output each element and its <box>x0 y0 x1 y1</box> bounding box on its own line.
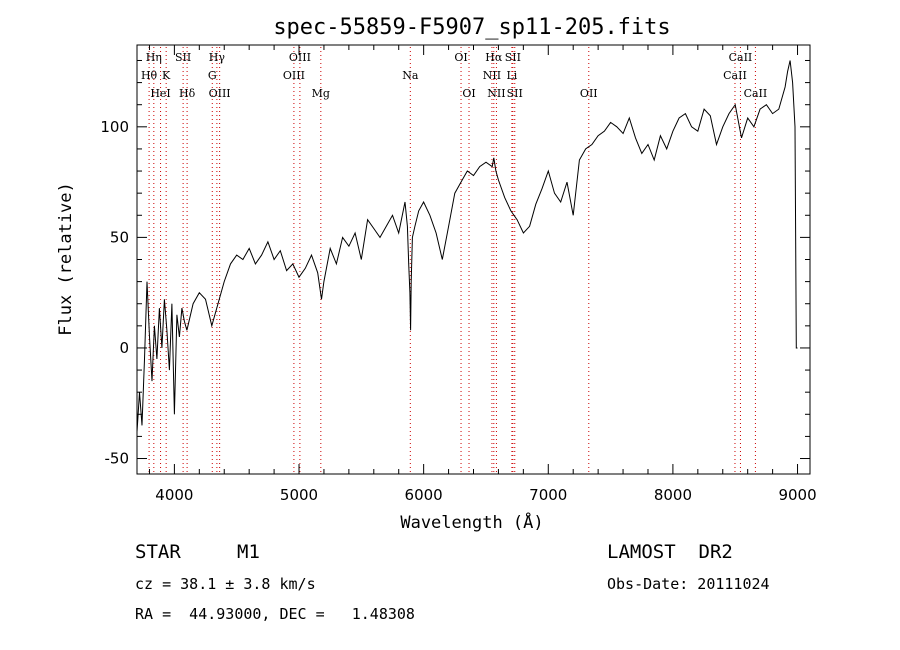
x-tick-label: 9000 <box>778 486 816 504</box>
x-tick-label: 6000 <box>405 486 443 504</box>
line-label-17: NII <box>483 69 501 82</box>
line-label-19: NII <box>487 87 505 100</box>
line-label-18: Li <box>506 69 517 82</box>
axis-tick-labels: 4000 5000 6000 7000 8000 9000 -50 0 50 100 <box>100 118 816 504</box>
line-label-16: SII <box>505 51 521 64</box>
y-tick-label: 100 <box>100 118 129 136</box>
line-label-9: OIII <box>289 51 311 64</box>
survey-name: LAMOST DR2 <box>607 541 733 563</box>
line-label-5: Hδ <box>179 87 196 100</box>
y-tick-label: 50 <box>110 228 129 246</box>
line-label-21: OII <box>580 87 598 100</box>
x-tick-label: 5000 <box>280 486 318 504</box>
obs-date-text: Obs-Date: 20111024 <box>607 575 770 593</box>
object-class: STAR <box>135 541 181 563</box>
line-label-8: OIII <box>209 87 231 100</box>
x-axis-label: Wavelength (Å) <box>400 511 543 533</box>
line-label-7: G <box>208 69 217 82</box>
y-tick-label: 0 <box>119 339 129 357</box>
line-label-10: OIII <box>283 69 305 82</box>
y-axis-label: Flux (relative) <box>56 182 76 336</box>
line-label-12: Na <box>402 69 419 82</box>
line-label-1: Hθ <box>141 69 158 82</box>
line-label-0: Hη <box>146 51 162 64</box>
chart-title: spec-55859-F5907_sp11-205.fits <box>273 15 670 40</box>
line-label-14: OI <box>462 87 475 100</box>
axis-ticks <box>137 45 810 474</box>
x-tick-label: 8000 <box>654 486 692 504</box>
line-label-3: HeI <box>150 87 170 100</box>
object-subclass: M1 <box>237 541 260 563</box>
emission-line-markers <box>148 47 756 474</box>
x-tick-label: 7000 <box>529 486 567 504</box>
redshift-text: cz = 38.1 ± 3.8 km/s <box>135 575 316 593</box>
y-tick-label: -50 <box>105 450 130 468</box>
line-label-24: CaII <box>744 87 768 100</box>
x-tick-label: 4000 <box>155 486 193 504</box>
line-label-4: SII <box>175 51 191 64</box>
spectrum-line <box>136 60 798 433</box>
line-label-6: Hγ <box>209 51 226 64</box>
line-label-22: CaII <box>729 51 753 64</box>
line-label-13: OI <box>454 51 467 64</box>
coordinates-text: RA = 44.93000, DEC = 1.48308 <box>135 605 415 623</box>
line-label-23: CaII <box>723 69 747 82</box>
line-label-2: K <box>162 69 171 82</box>
line-label-11: Mg <box>312 87 330 100</box>
plot-frame <box>136 44 811 475</box>
line-label-20: SII <box>507 87 523 100</box>
line-label-15: Hα <box>485 51 503 64</box>
